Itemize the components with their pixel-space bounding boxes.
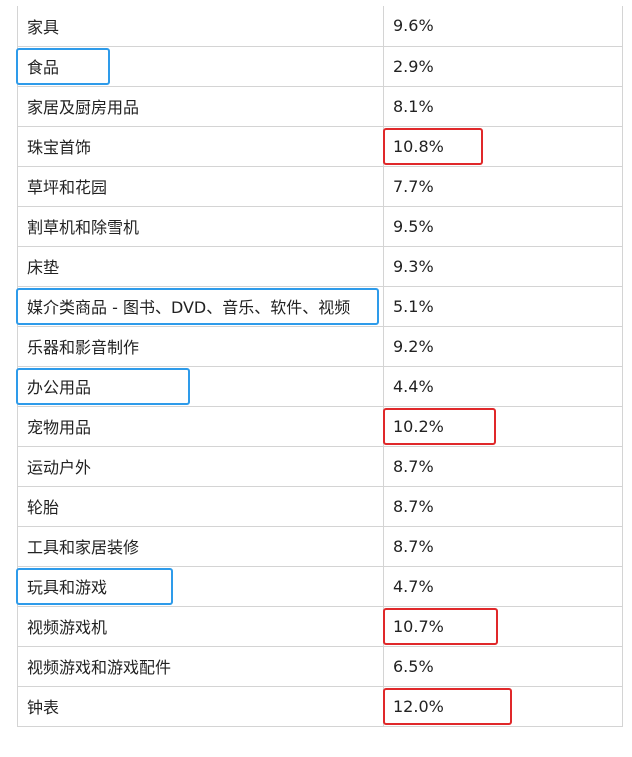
rate-text: 8.7% xyxy=(393,496,434,516)
rate-text: 12.0% xyxy=(393,696,444,716)
category-text: 工具和家居装修 xyxy=(27,538,140,557)
category-cell: 割草机和除雪机 xyxy=(17,205,384,247)
category-cell: 乐器和影音制作 xyxy=(17,325,384,367)
rate-text: 5.1% xyxy=(393,296,434,316)
rate-text: 2.9% xyxy=(393,56,434,76)
category-cell: 宠物用品 xyxy=(17,405,384,447)
table-row: 玩具和游戏 4.7% xyxy=(16,565,623,607)
rate-cell: 10.2% xyxy=(383,405,623,447)
rate-text: 8.7% xyxy=(393,456,434,476)
rate-cell: 9.5% xyxy=(383,205,623,247)
category-cell: 视频游戏和游戏配件 xyxy=(17,645,384,687)
rate-cell: 6.5% xyxy=(383,645,623,687)
category-cell: 家居及厨房用品 xyxy=(17,85,384,127)
category-text: 家居及厨房用品 xyxy=(27,98,140,117)
category-text: 珠宝首饰 xyxy=(27,138,92,157)
table-row: 床垫 9.3% xyxy=(17,245,623,287)
table-row: 乐器和影音制作 9.2% xyxy=(17,325,623,367)
table-row: 草坪和花园 7.7% xyxy=(17,165,623,207)
category-cell: 运动户外 xyxy=(17,445,384,487)
category-text: 视频游戏和游戏配件 xyxy=(27,658,172,677)
rate-text: 10.8% xyxy=(393,136,444,156)
rate-cell: 4.4% xyxy=(383,365,623,407)
category-cell: 食品 xyxy=(16,45,384,87)
category-text: 草坪和花园 xyxy=(27,178,108,197)
rate-text: 6.5% xyxy=(393,656,434,676)
category-text: 家具 xyxy=(27,17,60,37)
rate-text: 9.2% xyxy=(393,336,434,356)
category-cell: 轮胎 xyxy=(17,485,384,527)
table-row: 运动户外 8.7% xyxy=(17,445,623,487)
rate-cell: 8.1% xyxy=(383,85,623,127)
category-cell: 媒介类商品 - 图书、DVD、音乐、软件、视频 xyxy=(16,285,384,327)
rate-cell: 12.0% xyxy=(383,685,623,727)
table-row: 办公用品 4.4% xyxy=(16,365,623,407)
category-cell: 珠宝首饰 xyxy=(17,125,384,167)
rate-cell: 9.3% xyxy=(383,245,623,287)
table-row: 割草机和除雪机 9.5% xyxy=(17,205,623,247)
category-text: 媒介类商品 - 图书、DVD、音乐、软件、视频 xyxy=(27,298,351,317)
rate-cell: 10.8% xyxy=(383,125,623,167)
category-text: 运动户外 xyxy=(27,458,92,477)
rate-cell: 9.6% xyxy=(383,6,623,47)
rate-text: 9.5% xyxy=(393,216,434,236)
category-text: 视频游戏机 xyxy=(27,618,108,637)
table-row: 视频游戏和游戏配件 6.5% xyxy=(17,645,623,687)
category-rate-table: 家具 9.6% 食品 2.9% 家居及厨房用品 8.1% 珠宝首饰 10.8% 草坪和花园 7.7… xyxy=(16,6,623,727)
table-row: 视频游戏机 10.7% xyxy=(17,605,623,647)
rate-text: 4.4% xyxy=(393,376,434,396)
rate-cell: 8.7% xyxy=(383,525,623,567)
category-cell: 办公用品 xyxy=(16,365,384,407)
category-text: 玩具和游戏 xyxy=(27,578,108,597)
table-row: 宠物用品 10.2% xyxy=(17,405,623,447)
table-row: 轮胎 8.7% xyxy=(17,485,623,527)
category-cell: 玩具和游戏 xyxy=(16,565,384,607)
rate-cell: 9.2% xyxy=(383,325,623,367)
category-text: 乐器和影音制作 xyxy=(27,338,140,357)
category-cell: 视频游戏机 xyxy=(17,605,384,647)
category-text: 轮胎 xyxy=(27,498,60,517)
rate-text: 7.7% xyxy=(393,176,434,196)
table-row: 家居及厨房用品 8.1% xyxy=(17,85,623,127)
category-text: 钟表 xyxy=(27,698,60,717)
table-row: 家具 9.6% xyxy=(17,6,623,47)
rate-text: 4.7% xyxy=(393,576,434,596)
rate-cell: 4.7% xyxy=(383,565,623,607)
rate-cell: 8.7% xyxy=(383,485,623,527)
category-cell: 工具和家居装修 xyxy=(17,525,384,567)
rate-cell: 2.9% xyxy=(383,45,623,87)
rate-text: 8.7% xyxy=(393,536,434,556)
category-cell: 床垫 xyxy=(17,245,384,287)
table-row: 工具和家居装修 8.7% xyxy=(17,525,623,567)
table-row: 媒介类商品 - 图书、DVD、音乐、软件、视频 5.1% xyxy=(16,285,623,327)
rate-cell: 10.7% xyxy=(383,605,623,647)
category-text: 床垫 xyxy=(27,258,60,277)
rate-text: 10.7% xyxy=(393,616,444,636)
table-row: 珠宝首饰 10.8% xyxy=(17,125,623,167)
rate-text: 9.6% xyxy=(393,16,434,36)
category-cell: 草坪和花园 xyxy=(17,165,384,207)
rate-text: 8.1% xyxy=(393,96,434,116)
category-text: 割草机和除雪机 xyxy=(27,218,140,237)
category-cell: 家具 xyxy=(17,6,384,47)
category-text: 宠物用品 xyxy=(27,418,92,437)
category-cell: 钟表 xyxy=(17,685,384,727)
table-row: 钟表 12.0% xyxy=(17,685,623,727)
rate-cell: 5.1% xyxy=(383,285,623,327)
rate-cell: 7.7% xyxy=(383,165,623,207)
category-text: 办公用品 xyxy=(27,378,92,397)
table-row: 食品 2.9% xyxy=(16,45,623,87)
category-text: 食品 xyxy=(27,58,60,77)
rate-text: 10.2% xyxy=(393,416,444,436)
rate-cell: 8.7% xyxy=(383,445,623,487)
rate-text: 9.3% xyxy=(393,256,434,276)
